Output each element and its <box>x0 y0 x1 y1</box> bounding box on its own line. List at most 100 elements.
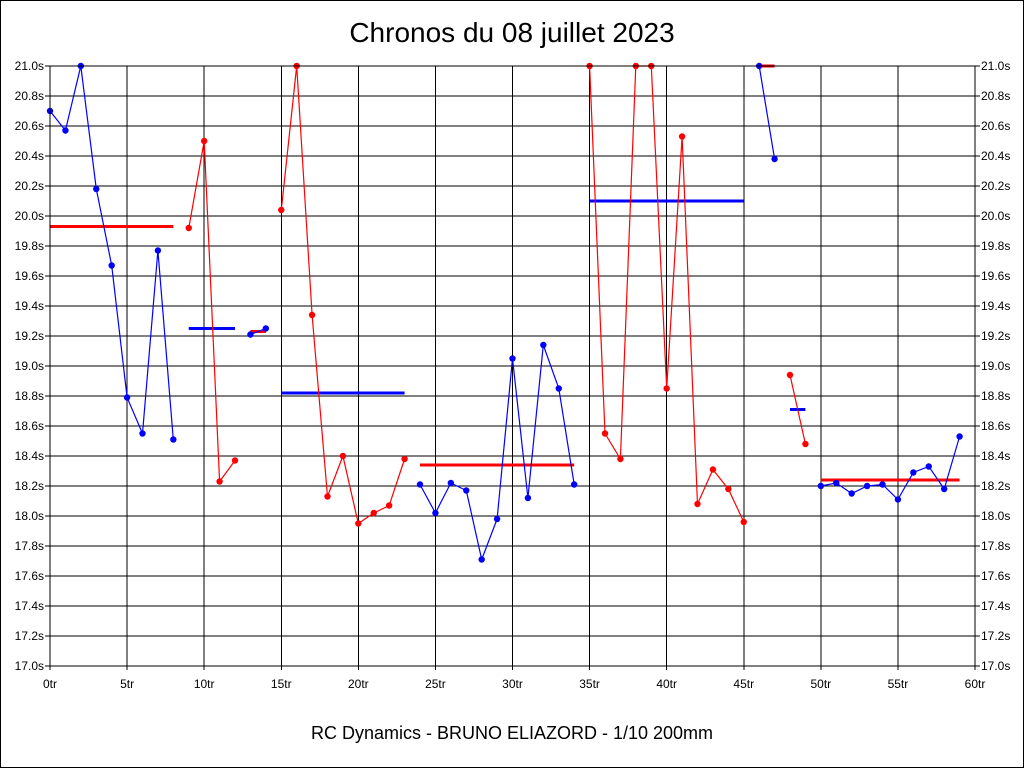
y-tick-label-right: 19.6s <box>981 269 1010 283</box>
y-tick-label-left: 20.8s <box>15 89 44 103</box>
data-point <box>956 433 963 440</box>
data-point <box>154 247 162 254</box>
y-tick-label-right: 19.4s <box>981 299 1010 313</box>
data-point <box>185 224 192 232</box>
y-tick-label-right: 21.0s <box>981 59 1010 73</box>
x-tick-label: 55tr <box>888 677 909 691</box>
data-point <box>231 457 239 464</box>
y-tick-label-left: 17.2s <box>15 629 44 643</box>
data-point <box>93 185 100 193</box>
data-point <box>940 485 948 493</box>
x-tick-label: 30tr <box>502 677 523 691</box>
x-tick-label: 5tr <box>120 677 134 691</box>
data-point <box>570 481 578 488</box>
data-point <box>278 206 285 214</box>
x-tick-label: 0tr <box>43 677 57 691</box>
chart-title: Chronos du 08 juillet 2023 <box>349 17 675 48</box>
y-tick-label-right: 20.6s <box>981 119 1010 133</box>
x-tick-label: 45tr <box>733 677 754 691</box>
series-line <box>49 65 174 440</box>
data-point <box>416 481 424 488</box>
data-point <box>493 515 501 523</box>
data-point <box>324 493 331 500</box>
y-tick-label-right: 19.8s <box>981 239 1010 253</box>
data-point <box>817 482 825 490</box>
x-tick-label: 60tr <box>965 677 986 691</box>
y-tick-label-right: 18.8s <box>981 389 1010 403</box>
x-tick-label: 20tr <box>348 677 369 691</box>
x-tick-label: 40tr <box>656 677 677 691</box>
data-point <box>894 496 902 503</box>
y-tick-label-right: 17.8s <box>981 539 1010 553</box>
data-point <box>879 481 886 488</box>
data-point <box>771 155 778 163</box>
y-tick-label-right: 17.6s <box>981 569 1010 583</box>
y-tick-label-left: 18.8s <box>15 389 44 403</box>
data-point <box>863 482 871 490</box>
data-point <box>694 500 701 508</box>
data-point <box>678 133 686 140</box>
y-tick-label-right: 19.2s <box>981 329 1010 343</box>
data-point <box>216 478 223 485</box>
y-tick-label-left: 18.2s <box>15 479 44 493</box>
y-tick-label-left: 19.2s <box>15 329 44 343</box>
series-line <box>789 374 806 445</box>
y-tick-label-left: 20.4s <box>15 149 44 163</box>
data-point <box>802 440 809 448</box>
y-tick-label-left: 18.4s <box>15 449 44 463</box>
data-point <box>524 494 532 502</box>
y-tick-label-right: 17.0s <box>981 659 1010 673</box>
y-tick-label-left: 19.4s <box>15 299 44 313</box>
y-tick-label-left: 17.8s <box>15 539 44 553</box>
data-point <box>432 509 439 517</box>
data-point <box>540 341 547 349</box>
y-tick-label-left: 17.6s <box>15 569 44 583</box>
y-tick-label-right: 20.2s <box>981 179 1010 193</box>
series-line <box>820 436 961 501</box>
data-point <box>370 509 377 517</box>
y-tick-label-left: 20.6s <box>15 119 44 133</box>
x-tick-label: 50tr <box>810 677 831 691</box>
y-tick-label-left: 20.0s <box>15 209 44 223</box>
x-tick-label: 15tr <box>271 677 292 691</box>
y-tick-label-right: 17.4s <box>981 599 1010 613</box>
data-point <box>447 479 455 487</box>
y-tick-label-left: 21.0s <box>15 59 44 73</box>
y-tick-label-left: 20.2s <box>15 179 44 193</box>
data-point <box>170 436 177 443</box>
data-point <box>262 325 270 332</box>
data-point <box>247 331 254 338</box>
y-tick-label-right: 18.6s <box>981 419 1010 433</box>
y-tick-label-right: 18.4s <box>981 449 1010 463</box>
y-tick-label-right: 20.0s <box>981 209 1010 223</box>
y-tick-label-left: 19.8s <box>15 239 44 253</box>
y-tick-label-left: 17.4s <box>15 599 44 613</box>
y-tick-label-right: 20.8s <box>981 89 1010 103</box>
data-point <box>555 385 562 392</box>
data-point <box>139 430 146 437</box>
data-point <box>108 262 115 269</box>
data-point <box>463 487 470 494</box>
data-point <box>401 455 408 463</box>
chart-subtitle: RC Dynamics - BRUNO ELIAZORD - 1/10 200m… <box>310 723 714 743</box>
data-point <box>740 518 747 526</box>
y-tick-label-left: 19.6s <box>15 269 44 283</box>
y-tick-label-left: 18.0s <box>15 509 44 523</box>
data-point <box>601 430 609 437</box>
y-tick-label-left: 18.6s <box>15 419 44 433</box>
plot-border <box>49 65 976 667</box>
data-point <box>200 137 208 145</box>
y-tick-label-right: 20.4s <box>981 149 1010 163</box>
data-point <box>910 469 917 476</box>
data-point <box>478 556 485 563</box>
data-point <box>355 520 362 527</box>
data-point <box>848 490 855 497</box>
x-tick-label: 35tr <box>579 677 600 691</box>
x-tick-label: 10tr <box>194 677 215 691</box>
y-tick-label-right: 19.0s <box>981 359 1010 373</box>
series-line <box>188 140 236 484</box>
data-point <box>925 463 932 470</box>
data-point <box>725 485 732 493</box>
data-point <box>308 311 316 319</box>
